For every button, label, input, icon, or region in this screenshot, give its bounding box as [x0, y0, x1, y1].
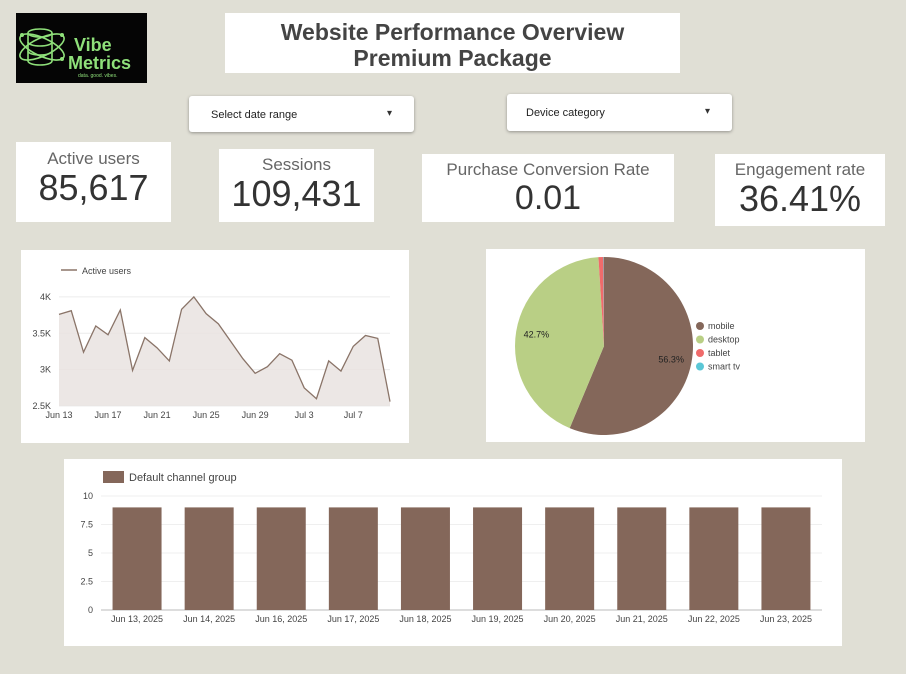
legend-swatch [103, 471, 124, 483]
kpi-value: 0.01 [514, 179, 582, 217]
x-tick-label: Jul 3 [295, 410, 314, 420]
bar [112, 507, 162, 610]
logo-tagline: data. good. vibes. [78, 73, 117, 79]
kpi-label: Engagement rate [734, 160, 866, 179]
kpi-engagement-rate: Engagement rate 36.41% [715, 154, 885, 226]
y-tick-label: 3.5K [32, 328, 51, 338]
logo-line2: Metrics [68, 53, 131, 73]
x-tick-label: Jun 13 [45, 410, 72, 420]
device-category-pie-chart[interactable]: 56.3% 42.7% mobile desktop tablet smart tv [486, 249, 865, 442]
legend-label: desktop [708, 335, 740, 345]
kpi-value: 36.41% [738, 178, 862, 219]
kpi-label: Sessions [262, 155, 331, 174]
x-tick-label: Jun 13, 2025 [111, 614, 163, 624]
channel-group-bar-chart[interactable]: Default channel group 0 2.5 5 7.5 10 Jun 13,… [64, 459, 842, 646]
y-tick-label: 10 [83, 491, 93, 501]
bar [545, 507, 595, 610]
legend-label: smart tv [708, 362, 741, 372]
x-tick-label: Jun 21, 2025 [616, 614, 668, 624]
y-tick-label: 5 [88, 548, 93, 558]
x-tick-label: Jun 23, 2025 [760, 614, 812, 624]
kpi-label: Active users [47, 149, 140, 168]
bar [473, 507, 523, 610]
active-users-chart-card: Active users 2.5K 3K 3.5K 4K Jun 13 Jun 17 Ju… [21, 250, 409, 443]
x-tick-label: Jun 17, 2025 [327, 614, 379, 624]
kpi-value: 109,431 [231, 173, 362, 214]
kpi-active-users: Active users 85,617 [16, 142, 171, 222]
chevron-down-icon: ▾ [386, 108, 392, 119]
x-tick-label: Jun 21 [144, 410, 171, 420]
y-tick-label: 2.5 [80, 577, 93, 587]
bar [761, 507, 811, 610]
y-tick-label: 0 [88, 605, 93, 615]
legend-swatch [696, 362, 704, 371]
page-subtitle: Premium Package [353, 45, 552, 71]
y-tick-label: 2.5K [32, 401, 51, 411]
slice-label: 56.3% [658, 354, 684, 364]
device-category-label: Device category [526, 107, 605, 119]
x-tick-label: Jun 29 [242, 410, 269, 420]
slice-label: 42.7% [524, 330, 550, 340]
x-tick-label: Jul 7 [344, 410, 363, 420]
x-tick-label: Jun 22, 2025 [688, 614, 740, 624]
page-title: Website Performance Overview [280, 19, 625, 45]
legend-label: Default channel group [129, 472, 237, 484]
x-tick-label: Jun 25 [193, 410, 220, 420]
x-tick-label: Jun 20, 2025 [544, 614, 596, 624]
legend-swatch [696, 335, 704, 344]
device-category-dropdown[interactable]: Device category ▾ [507, 94, 732, 131]
legend-label: Active users [82, 266, 132, 276]
bar [328, 507, 378, 610]
bar [617, 507, 667, 610]
y-tick-label: 7.5 [80, 520, 93, 530]
bar [256, 507, 306, 610]
x-tick-label: Jun 18, 2025 [399, 614, 451, 624]
active-users-line-chart[interactable]: Active users 2.5K 3K 3.5K 4K Jun 13 Jun 17 Ju… [21, 250, 409, 443]
y-tick-label: 4K [40, 292, 51, 302]
x-tick-label: Jun 17 [95, 410, 122, 420]
chevron-down-icon: ▾ [704, 106, 710, 117]
area-fill [59, 296, 390, 406]
kpi-label: Purchase Conversion Rate [446, 160, 650, 179]
pie-slice-tablet [598, 257, 604, 346]
pie-slice-mobile [569, 257, 693, 435]
kpi-sessions: Sessions 109,431 [219, 149, 374, 222]
bar [400, 507, 450, 610]
logo-line1: Vibe [74, 35, 112, 55]
bar [184, 507, 234, 610]
y-tick-label: 3K [40, 365, 51, 375]
device-category-chart-card: 56.3% 42.7% mobile desktop tablet smart tv [486, 249, 865, 442]
channel-group-chart-card: Default channel group 0 2.5 5 7.5 10 Jun 13,… [64, 459, 842, 646]
legend-swatch [696, 322, 704, 330]
legend-swatch [696, 349, 704, 357]
brand-logo: Vibe Metrics data. good. vibes. [16, 13, 147, 83]
x-tick-label: Jun 16, 2025 [255, 614, 307, 624]
title-card: Website Performance Overview Premium Pac… [225, 13, 680, 73]
series-line-active-users [58, 295, 391, 402]
date-range-dropdown[interactable]: Select date range ▾ [189, 96, 414, 132]
legend-label: mobile [708, 321, 735, 331]
legend-label: tablet [708, 348, 731, 358]
pie-slice-desktop [515, 257, 604, 429]
kpi-purchase-conversion-rate: Purchase Conversion Rate 0.01 [422, 154, 674, 222]
x-tick-label: Jun 19, 2025 [472, 614, 524, 624]
bar [689, 507, 739, 610]
kpi-value: 85,617 [38, 167, 149, 208]
x-tick-label: Jun 14, 2025 [183, 614, 235, 624]
date-range-label: Select date range [211, 109, 298, 121]
